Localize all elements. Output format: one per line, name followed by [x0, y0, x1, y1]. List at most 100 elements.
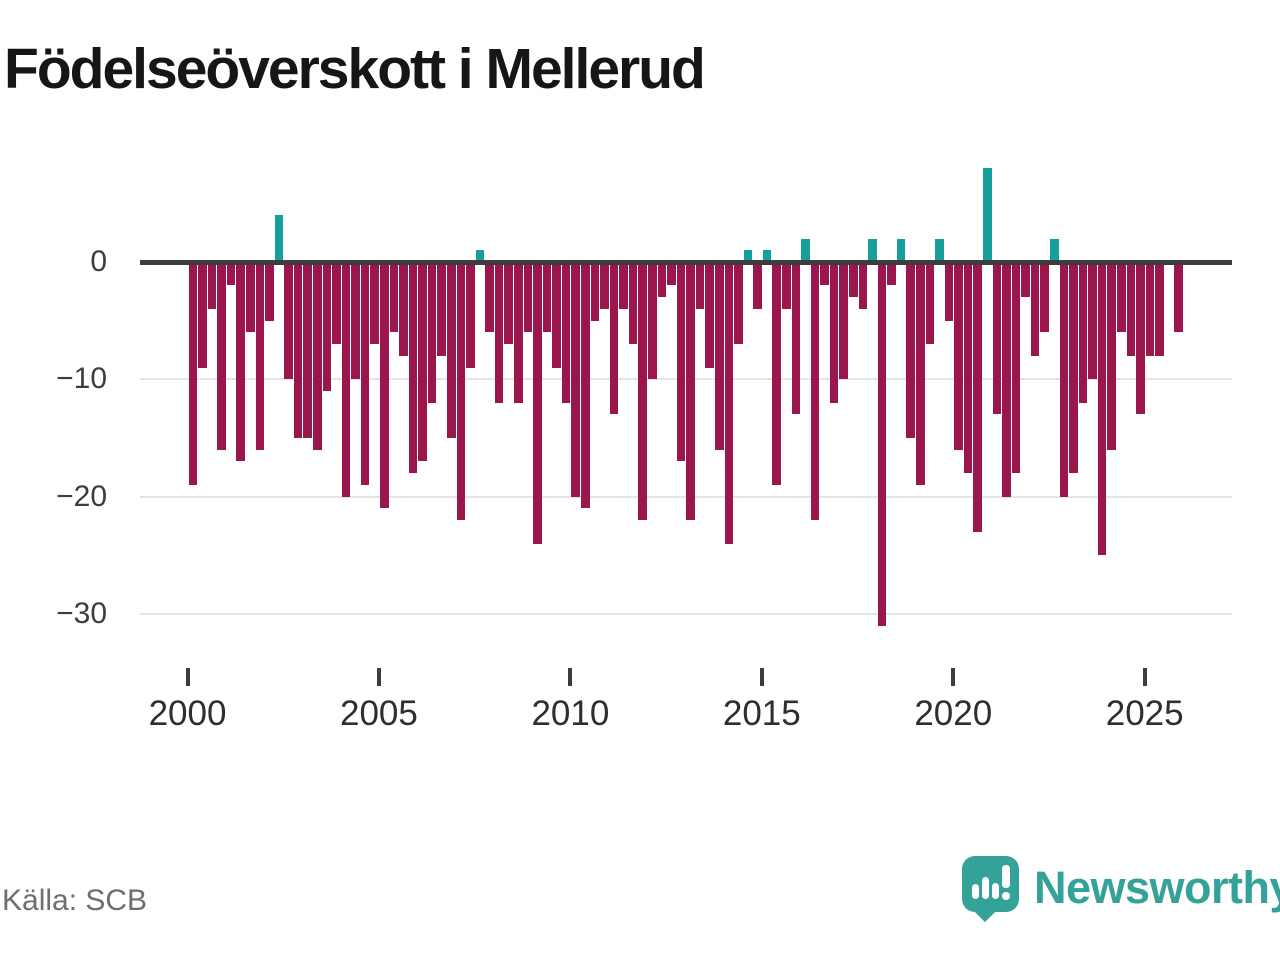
logo-chart-bar-icon [992, 883, 999, 899]
bar [561, 262, 571, 403]
logo-chart-bar-icon [972, 884, 979, 899]
bar [868, 238, 877, 262]
bar [446, 262, 456, 438]
bar [772, 262, 781, 485]
bar [389, 262, 399, 333]
bar [734, 262, 743, 345]
bar [724, 262, 734, 544]
bar [1097, 262, 1107, 556]
bar [1145, 262, 1155, 356]
y-axis-tick-label: −30 [56, 596, 107, 630]
bar [1040, 262, 1049, 333]
bar [399, 262, 408, 356]
x-axis-tick-label: 2025 [1105, 694, 1184, 733]
bar [207, 262, 217, 309]
bar [533, 262, 542, 544]
bar [1116, 262, 1126, 333]
newsworthy-logo-icon [962, 856, 1024, 926]
y-axis-tick-label: −10 [56, 362, 107, 396]
bar [944, 262, 954, 321]
bar [513, 262, 523, 403]
gridline [140, 612, 1232, 615]
logo-exclamation-dot-icon [1002, 892, 1010, 900]
chart-title: Födelseöverskott i Mellerud [4, 37, 706, 101]
bar [226, 262, 236, 286]
bar [858, 262, 868, 309]
bar [341, 262, 351, 497]
bar [887, 262, 896, 286]
x-axis-tick [759, 668, 764, 686]
bar [188, 262, 198, 485]
bar [906, 262, 915, 438]
bar [1069, 262, 1078, 474]
bar [619, 262, 628, 309]
bar [351, 262, 360, 380]
bar [590, 262, 600, 321]
bar [312, 262, 322, 450]
bar [820, 262, 829, 286]
bar [1136, 262, 1145, 415]
bar [714, 262, 724, 450]
bar [1155, 262, 1164, 356]
x-axis-tick [376, 668, 381, 686]
bar [1107, 262, 1116, 450]
bar [580, 262, 590, 509]
bar [954, 262, 963, 450]
bar [1002, 262, 1011, 497]
bar [494, 262, 504, 403]
bar [686, 262, 695, 521]
bar [466, 262, 475, 368]
bar [676, 262, 686, 462]
bar [379, 262, 389, 509]
bar [255, 262, 265, 450]
x-axis-tick-label: 2015 [722, 694, 801, 733]
bar [504, 262, 513, 345]
bar [695, 262, 705, 309]
bar [1078, 262, 1088, 403]
bar [915, 262, 925, 485]
bar [848, 262, 858, 298]
x-axis-tick [1142, 668, 1147, 686]
bar [1126, 262, 1136, 356]
x-axis-tick-label: 2000 [148, 694, 227, 733]
x-axis-tick [185, 668, 190, 686]
bar [810, 262, 820, 521]
bar [303, 262, 312, 438]
bar [925, 262, 935, 345]
logo-chart-bar-icon [982, 877, 989, 899]
bar [1049, 238, 1059, 262]
bar [992, 262, 1002, 415]
source-attribution: Källa: SCB [2, 884, 148, 917]
bar [1021, 262, 1030, 298]
bar [475, 250, 485, 262]
bar [552, 262, 561, 368]
bar [973, 262, 982, 532]
bar [877, 262, 887, 626]
bar [762, 250, 772, 262]
bar [217, 262, 226, 450]
x-axis-tick-label: 2005 [340, 694, 418, 733]
bar [370, 262, 379, 345]
bar [839, 262, 848, 380]
bar [753, 262, 762, 309]
zero-axis-line [140, 259, 1232, 265]
bar [667, 262, 676, 286]
bar [657, 262, 667, 298]
bar [638, 262, 647, 521]
bar [781, 262, 791, 309]
bar [523, 262, 533, 333]
bar [896, 238, 906, 262]
bar [1011, 262, 1021, 474]
bar [408, 262, 418, 474]
x-axis-tick [568, 668, 573, 686]
bar [1174, 262, 1183, 333]
bar [600, 262, 609, 309]
bar [456, 262, 466, 521]
bar [571, 262, 580, 497]
bar [963, 262, 973, 474]
y-axis-tick-label: 0 [90, 245, 107, 278]
bar [332, 262, 341, 345]
bar [427, 262, 437, 403]
bar [245, 262, 255, 333]
gridline [140, 378, 1232, 381]
